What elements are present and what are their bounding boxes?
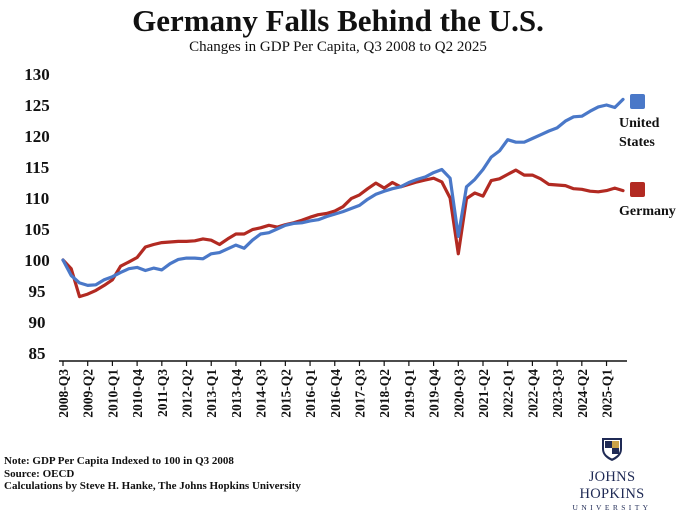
x-tick-label: 2018-Q2 xyxy=(377,369,392,418)
y-tick-label: 110 xyxy=(25,189,50,208)
x-tick-label: 2011-Q3 xyxy=(155,369,170,417)
y-tick-label: 90 xyxy=(29,313,46,332)
x-tick-label: 2012-Q2 xyxy=(180,369,195,418)
y-axis: 85 90 95 100 105 110 115 120 125 130 xyxy=(24,65,50,363)
x-tick-label: 2024-Q2 xyxy=(575,369,590,418)
y-tick-label: 130 xyxy=(24,65,50,84)
x-tick-label: 2023-Q3 xyxy=(550,369,565,418)
x-tick-label: 2017-Q3 xyxy=(352,369,367,418)
legend-us-swatch xyxy=(630,94,645,109)
chart-title: Germany Falls Behind the U.S. xyxy=(132,3,544,38)
y-tick-label: 85 xyxy=(29,344,46,363)
jhu-shield-icon xyxy=(602,438,622,461)
x-tick-label: 2014-Q3 xyxy=(254,369,269,418)
x-tick-label: 2013-Q4 xyxy=(229,369,244,418)
chart-subtitle: Changes in GDP Per Capita, Q3 2008 to Q2… xyxy=(189,39,487,55)
x-tick-label: 2010-Q1 xyxy=(105,369,120,418)
series-line-germany xyxy=(61,168,625,299)
footnotes: Note: GDP Per Capita Indexed to 100 in Q… xyxy=(4,455,301,493)
legend: United States Germany xyxy=(619,94,676,219)
x-tick-label: 2021-Q2 xyxy=(476,369,491,418)
x-tick-label: 2008-Q3 xyxy=(56,369,71,418)
x-tick-label: 2016-Q4 xyxy=(328,369,343,418)
x-tick-label: 2016-Q1 xyxy=(303,369,318,418)
legend-germany-swatch xyxy=(630,182,645,197)
x-tick-label: 2022-Q4 xyxy=(525,369,540,418)
legend-us-label-line1: United xyxy=(619,116,660,131)
x-tick-label: 2025-Q1 xyxy=(600,369,615,418)
x-tick-label: 2019-Q1 xyxy=(402,369,417,418)
series-layer xyxy=(61,97,625,299)
y-tick-label: 105 xyxy=(24,220,50,239)
chart: Germany Falls Behind the U.S. Changes in… xyxy=(24,3,676,418)
legend-us-label-line2: States xyxy=(619,135,655,150)
x-tick-label: 2020-Q3 xyxy=(451,369,466,418)
y-tick-label: 100 xyxy=(24,251,50,270)
logo-sub: UNIVERSITY xyxy=(572,503,652,512)
y-tick-label: 95 xyxy=(29,282,46,301)
x-tick-label: 2022-Q1 xyxy=(501,369,516,418)
note-credit: Calculations by Steve H. Hanke, The John… xyxy=(4,480,301,492)
x-tick-label: 2013-Q1 xyxy=(204,369,219,418)
x-tick-label: 2019-Q4 xyxy=(427,369,442,418)
jhu-logo: JOHNS HOPKINS UNIVERSITY xyxy=(556,436,668,512)
y-tick-label: 115 xyxy=(25,158,50,177)
x-tick-label: 2015-Q2 xyxy=(278,369,293,418)
note-index: Note: GDP Per Capita Indexed to 100 in Q… xyxy=(4,455,234,467)
legend-germany-label: Germany xyxy=(619,204,676,219)
x-axis: 2008-Q3 2009-Q2 2010-Q1 2010-Q4 2011-Q3 2012-… xyxy=(56,360,627,418)
x-tick-label: 2009-Q2 xyxy=(81,369,96,418)
y-tick-label: 120 xyxy=(24,127,50,146)
note-source: Source: OECD xyxy=(4,467,75,480)
series-line-us xyxy=(61,97,625,287)
y-tick-label: 125 xyxy=(24,96,50,115)
logo-name: JOHNS HOPKINS xyxy=(579,469,645,502)
x-tick-label: 2010-Q4 xyxy=(130,369,145,418)
